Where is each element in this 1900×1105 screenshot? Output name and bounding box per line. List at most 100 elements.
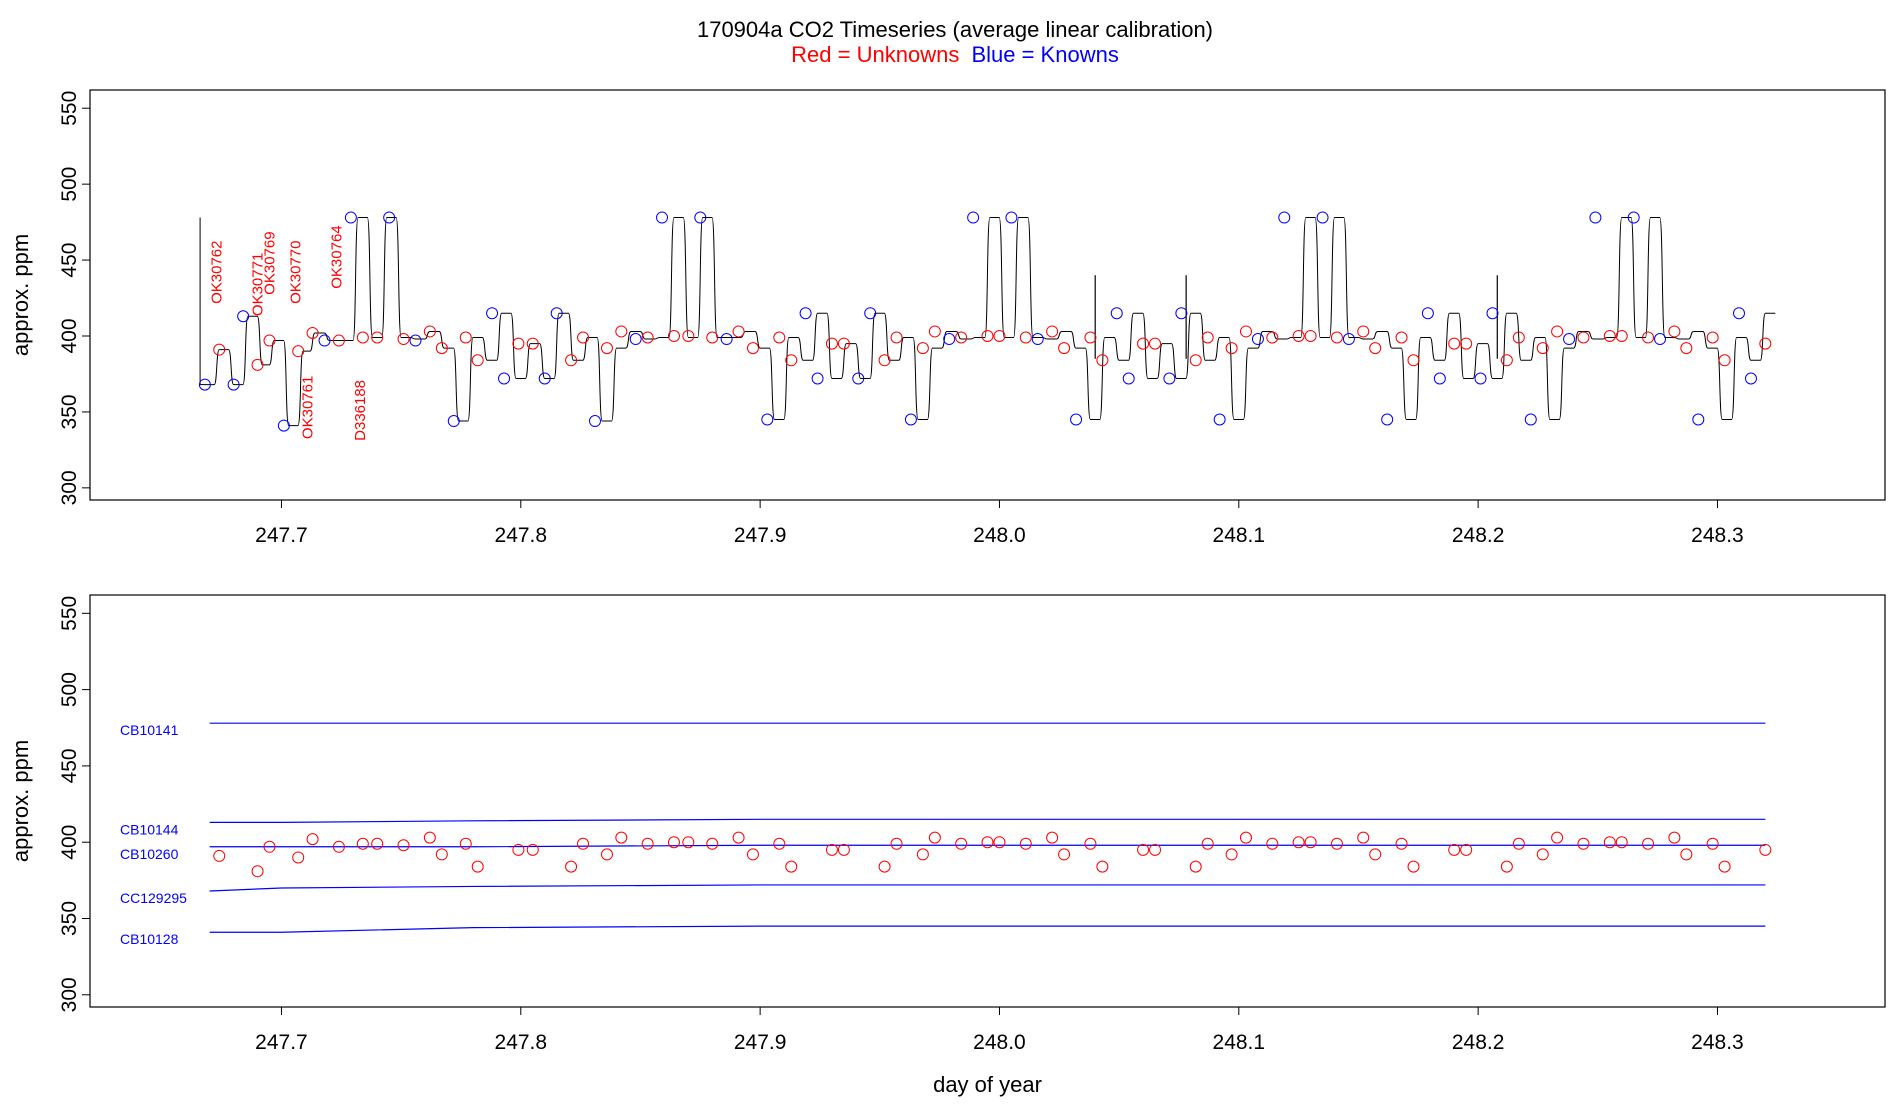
unknown-point [1084, 331, 1097, 344]
unknown-point [1369, 848, 1382, 861]
unknown-point [471, 860, 484, 873]
unknown-point [1500, 860, 1513, 873]
y-tick-label: 400 [58, 825, 81, 860]
unknown-point [641, 331, 654, 344]
unknown-point [397, 333, 410, 346]
unknown-point [306, 833, 319, 846]
standard-line-label: CC129295 [120, 890, 187, 906]
unknown-point [577, 837, 590, 850]
unknown-point [993, 836, 1006, 849]
plot-frame [89, 89, 1886, 501]
known-point [538, 372, 551, 385]
unknown-point [526, 337, 539, 350]
x-axis-label: day of year [933, 1072, 1042, 1097]
unknown-point [1225, 848, 1238, 861]
known-point [656, 211, 669, 224]
standard-line [209, 884, 1766, 892]
known-point [486, 307, 499, 320]
unknown-point [928, 325, 941, 338]
unknown-point [1239, 831, 1252, 844]
top-panel: 300 350 400 450 500 550 247.7 247.8 247.9 248.0 24… [8, 89, 1886, 547]
y-axis-label: approx. ppm [8, 234, 33, 356]
unknown-point [1551, 325, 1564, 338]
known-point [761, 413, 774, 426]
unknown-point [1019, 331, 1032, 344]
chart-subtitle: Red = Unknowns Blue = Knowns [791, 42, 1119, 67]
known-point [1213, 413, 1226, 426]
unknown-point [615, 325, 628, 338]
unknown-point [1448, 337, 1461, 350]
known-point [588, 415, 601, 428]
known-point [943, 333, 956, 346]
unknown-point [1642, 837, 1655, 850]
known-point [1474, 372, 1487, 385]
unknown-point [1512, 837, 1525, 850]
unknown-point [785, 354, 798, 367]
known-point [1524, 413, 1537, 426]
unknown-point [251, 358, 264, 371]
standard-line-label: CB10141 [120, 722, 179, 738]
unknown-point [565, 354, 578, 367]
unknown-point [213, 849, 226, 862]
known-point [318, 334, 331, 347]
y-tick-label: 300 [58, 977, 81, 1012]
unknown-point [993, 330, 1006, 342]
unknown-point [667, 330, 680, 342]
known-point [799, 307, 812, 320]
known-point [1733, 307, 1746, 320]
unknown-point [1551, 831, 1564, 844]
unknown-point [682, 330, 695, 342]
unknown-point [423, 325, 436, 338]
x-tick-label: 248.0 [973, 1031, 1026, 1054]
known-point [277, 419, 290, 432]
known-point [904, 413, 917, 426]
unknown-point [825, 843, 838, 856]
unknown-point [1137, 843, 1150, 856]
unknown-point [1718, 860, 1731, 873]
known-point [1316, 211, 1329, 224]
standard-line [209, 844, 1766, 848]
unknown-point [1642, 331, 1655, 344]
unknown-point [1266, 331, 1279, 344]
unknown-point [615, 831, 628, 844]
x-tick-label: 247.8 [495, 1031, 548, 1054]
unknown-point [837, 843, 850, 856]
known-point [1031, 333, 1044, 346]
known-point [1627, 211, 1640, 224]
y-tick-label: 350 [58, 394, 81, 429]
x-tick-label: 248.1 [1213, 1031, 1266, 1054]
unknown-point [1512, 331, 1525, 344]
unknown-point [332, 334, 345, 347]
unknown-point [1225, 342, 1238, 355]
known-point [811, 372, 824, 385]
sample-annotation: OK30762 [209, 241, 226, 304]
unknown-point [512, 843, 525, 856]
unknown-point [1718, 354, 1731, 367]
unknown-point [397, 839, 410, 852]
unknown-point [667, 836, 680, 849]
x-tick-label: 247.7 [255, 1031, 308, 1054]
unknown-point [371, 837, 384, 850]
y-tick-label: 450 [58, 243, 81, 278]
unknown-point [1577, 837, 1590, 850]
y-tick-label: 450 [58, 748, 81, 783]
unknown-point [1058, 848, 1071, 861]
unknown-point [1292, 330, 1305, 342]
unknown-point [1500, 354, 1513, 367]
unknown-point [459, 331, 472, 344]
unknown-point [1096, 860, 1109, 873]
unknown-point [1304, 836, 1317, 849]
y-tick-label: 400 [58, 318, 81, 353]
unknown-point [1149, 843, 1162, 856]
co2-trace-line [199, 217, 1776, 427]
known-point [720, 333, 733, 346]
unknown-point [600, 342, 613, 355]
unknown-point [356, 331, 369, 344]
unknown-point [1680, 342, 1693, 355]
unknown-point [356, 837, 369, 850]
unknown-point [890, 331, 903, 344]
unknown-point [1292, 836, 1305, 849]
unknown-point [1369, 342, 1382, 355]
unknown-point [773, 837, 786, 850]
plot-frame [89, 594, 1886, 1008]
